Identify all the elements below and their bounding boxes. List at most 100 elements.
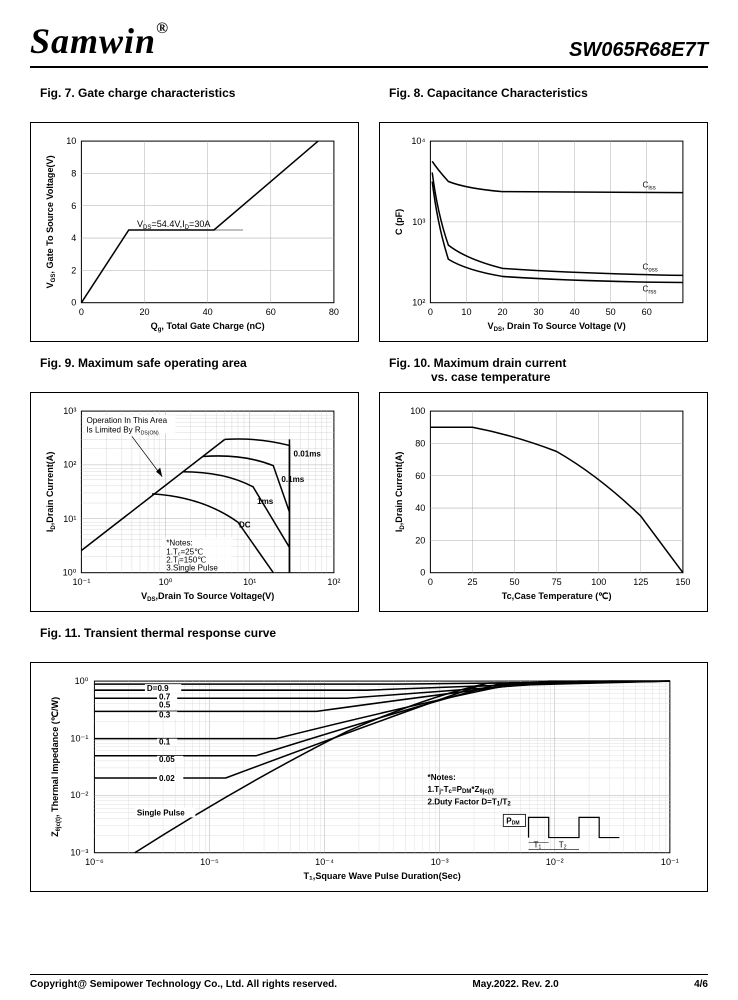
svg-text:60: 60 <box>642 307 652 317</box>
fig9-title: Fig. 9. Maximum safe operating area <box>30 356 359 384</box>
svg-text:0.05: 0.05 <box>159 755 175 764</box>
svg-text:10¹: 10¹ <box>63 514 76 524</box>
svg-text:Coss: Coss <box>643 262 658 273</box>
svg-text:10⁻¹: 10⁻¹ <box>70 734 88 744</box>
svg-text:10⁰: 10⁰ <box>63 568 77 578</box>
svg-text:2: 2 <box>71 265 76 275</box>
svg-text:10¹: 10¹ <box>243 577 256 587</box>
svg-text:100: 100 <box>410 406 425 416</box>
svg-text:0.3: 0.3 <box>159 710 171 719</box>
svg-text:*Notes:: *Notes: <box>166 538 192 547</box>
svg-text:10⁴: 10⁴ <box>411 136 425 146</box>
svg-text:10⁻³: 10⁻³ <box>431 857 449 867</box>
brand-logo: Samwin® <box>30 20 169 62</box>
fig10-title: Fig. 10. Maximum drain current vs. case … <box>379 356 708 384</box>
svg-text:10: 10 <box>66 136 76 146</box>
svg-text:40: 40 <box>203 307 213 317</box>
svg-text:3.Single Pulse: 3.Single Pulse <box>166 564 218 573</box>
svg-text:80: 80 <box>415 438 425 448</box>
svg-text:10³: 10³ <box>63 406 76 416</box>
page-footer: Copyright@ Semipower Technology Co., Ltd… <box>30 974 708 990</box>
fig8-chart: Ciss Coss Crss 0 10 20 30 40 50 60 10² 1… <box>379 122 708 342</box>
svg-text:75: 75 <box>552 577 562 587</box>
fig7-title: Fig. 7. Gate charge characteristics <box>30 86 359 114</box>
fig8-title: Fig. 8. Capacitance Characteristics <box>379 86 708 114</box>
svg-text:10²: 10² <box>63 460 76 470</box>
fig9-chart: Operation In This Area Is Limited By RDS… <box>30 392 359 612</box>
svg-text:VGS, Gate To Source Voltage(V): VGS, Gate To Source Voltage(V) <box>45 155 57 288</box>
svg-text:Zθjc(t), Thermal Impedance (℃/: Zθjc(t), Thermal Impedance (℃/W) <box>50 697 62 837</box>
svg-text:125: 125 <box>633 577 648 587</box>
fig9-col: Fig. 9. Maximum safe operating area <box>30 356 359 612</box>
svg-text:Operation In This Area: Operation In This Area <box>86 416 167 425</box>
svg-text:10²: 10² <box>412 298 425 308</box>
svg-text:0: 0 <box>79 307 84 317</box>
svg-text:0.01ms: 0.01ms <box>294 450 322 459</box>
svg-text:10⁻²: 10⁻² <box>70 790 88 800</box>
svg-text:0: 0 <box>71 298 76 308</box>
svg-text:50: 50 <box>509 577 519 587</box>
chart-row-2: Fig. 9. Maximum safe operating area <box>30 356 708 612</box>
svg-text:10⁻¹: 10⁻¹ <box>661 857 679 867</box>
fig10-col: Fig. 10. Maximum drain current vs. case … <box>379 356 708 612</box>
svg-text:T1: T1 <box>534 841 542 851</box>
svg-text:40: 40 <box>415 503 425 513</box>
svg-text:60: 60 <box>415 471 425 481</box>
svg-text:Crss: Crss <box>643 285 657 296</box>
fig10-title-l1: Fig. 10. Maximum drain current <box>389 356 566 370</box>
svg-text:ID,Drain Current(A): ID,Drain Current(A) <box>45 452 57 533</box>
svg-text:C (pF): C (pF) <box>394 209 404 235</box>
svg-text:0.5: 0.5 <box>159 700 171 709</box>
svg-text:2.Duty Factor D=T1/T2: 2.Duty Factor D=T1/T2 <box>428 797 512 807</box>
svg-text:0: 0 <box>420 568 425 578</box>
svg-text:10⁻⁵: 10⁻⁵ <box>200 857 219 867</box>
svg-text:100: 100 <box>591 577 606 587</box>
svg-text:1.Tj-Tc=PDM*Zθjc(t): 1.Tj-Tc=PDM*Zθjc(t) <box>428 785 494 795</box>
svg-text:VDS=54.4V,ID=30A: VDS=54.4V,ID=30A <box>137 219 211 231</box>
svg-text:50: 50 <box>606 307 616 317</box>
svg-text:10: 10 <box>461 307 471 317</box>
fig10-chart: 0 25 50 75 100 125 150 0 20 40 60 80 100… <box>379 392 708 612</box>
svg-text:DC: DC <box>239 520 251 529</box>
part-number: SW065R68E7T <box>569 39 708 62</box>
svg-text:10²: 10² <box>327 577 340 587</box>
svg-text:10⁻²: 10⁻² <box>546 857 564 867</box>
svg-text:20: 20 <box>497 307 507 317</box>
svg-text:10⁻⁴: 10⁻⁴ <box>315 857 334 867</box>
svg-text:10⁰: 10⁰ <box>75 676 89 686</box>
chart-row-1: Fig. 7. Gate charge characteristics VDS=… <box>30 86 708 342</box>
svg-text:0.1ms: 0.1ms <box>281 475 304 484</box>
svg-text:Tc,Case Temperature (℃): Tc,Case Temperature (℃) <box>502 591 612 601</box>
fig11-chart: D=0.9 0.7 0.5 0.3 0.1 0.05 0.02 Single P… <box>30 662 708 892</box>
footer-page: 4/6 <box>694 979 708 990</box>
svg-text:0.02: 0.02 <box>159 774 175 783</box>
svg-text:80: 80 <box>329 307 339 317</box>
svg-text:20: 20 <box>415 535 425 545</box>
svg-text:10⁻³: 10⁻³ <box>70 848 88 858</box>
footer-copyright: Copyright@ Semipower Technology Co., Ltd… <box>30 979 337 990</box>
svg-text:0.1: 0.1 <box>159 738 171 747</box>
svg-text:T2: T2 <box>559 841 567 851</box>
svg-text:25: 25 <box>467 577 477 587</box>
svg-text:VDS,Drain To Source Voltage(V): VDS,Drain To Source Voltage(V) <box>141 591 274 603</box>
chart-row-3: Fig. 11. Transient thermal response curv… <box>30 626 708 892</box>
svg-text:6: 6 <box>71 201 76 211</box>
svg-text:10³: 10³ <box>412 217 425 227</box>
svg-text:30: 30 <box>534 307 544 317</box>
svg-text:Qg, Total Gate Charge (nC): Qg, Total Gate Charge (nC) <box>151 321 265 333</box>
svg-text:ID,Drain Current(A): ID,Drain Current(A) <box>394 452 406 533</box>
fig7-col: Fig. 7. Gate charge characteristics VDS=… <box>30 86 359 342</box>
fig11-title: Fig. 11. Transient thermal response curv… <box>30 626 708 654</box>
svg-text:1ms: 1ms <box>257 497 274 506</box>
svg-text:10⁻⁶: 10⁻⁶ <box>85 857 104 867</box>
svg-text:VDS, Drain To Source Voltage (: VDS, Drain To Source Voltage (V) <box>488 321 626 333</box>
svg-text:60: 60 <box>266 307 276 317</box>
svg-text:4: 4 <box>71 233 76 243</box>
svg-text:*Notes:: *Notes: <box>428 773 456 782</box>
brand-text: Samwin <box>30 21 156 61</box>
svg-text:0: 0 <box>428 307 433 317</box>
registered-mark: ® <box>156 20 169 37</box>
page-header: Samwin® SW065R68E7T <box>30 20 708 68</box>
svg-text:150: 150 <box>675 577 690 587</box>
svg-text:10⁰: 10⁰ <box>159 577 173 587</box>
